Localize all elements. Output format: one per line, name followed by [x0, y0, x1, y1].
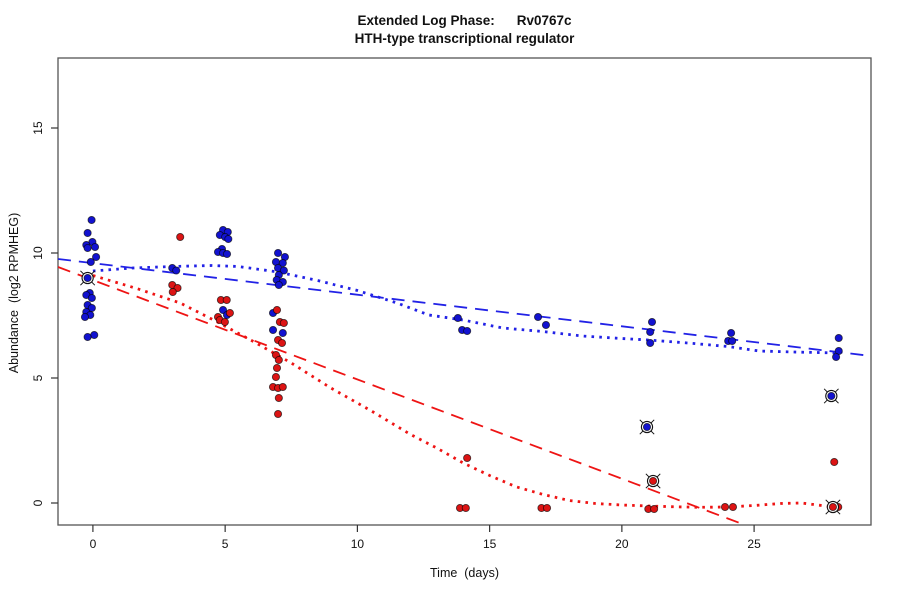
red-point: [461, 503, 470, 513]
red-point: [220, 317, 229, 327]
blue-circled-outlier: [642, 422, 652, 432]
plot-title: Extended Log Phase: Rv0767c HTH-type tran…: [58, 12, 871, 48]
blue-point: [646, 327, 655, 337]
x-tick-label: 0: [90, 537, 97, 551]
x-tick-label: 15: [483, 537, 497, 551]
blue-point: [172, 266, 181, 275]
red-point: [277, 338, 287, 348]
blue-circled-outlier: [827, 391, 836, 401]
red-dashed-linear-fit: [58, 266, 746, 525]
gene-name: Rv0767c: [516, 13, 572, 28]
y-tick-label: 5: [31, 374, 45, 381]
red-point: [168, 287, 177, 297]
title-text: Extended Log Phase:: [357, 13, 495, 28]
blue-circled-outlier: [83, 273, 92, 283]
blue-point: [92, 252, 101, 262]
red-point: [274, 355, 283, 365]
blue-point: [90, 330, 99, 340]
x-tick-label: 5: [222, 537, 229, 551]
plot-content: [58, 215, 871, 525]
blue-point: [87, 215, 96, 225]
blue-point: [533, 312, 543, 322]
blue-point: [273, 248, 283, 258]
blue-point: [86, 257, 95, 267]
blue-point: [463, 326, 472, 336]
x-tick-label: 25: [747, 537, 761, 551]
red-point: [542, 503, 552, 513]
blue-point: [453, 313, 462, 323]
x-axis-label: Time (days): [430, 566, 499, 580]
y-tick-label: 0: [31, 499, 45, 506]
blue-point: [274, 280, 283, 290]
blue-point: [83, 243, 92, 253]
plot-box: [57, 57, 872, 526]
blue-point: [834, 333, 843, 343]
red-point: [272, 305, 282, 315]
red-point: [830, 457, 839, 467]
red-circled-outlier: [828, 502, 837, 512]
blue-point: [727, 328, 736, 338]
red-dotted-smooth-fit: [92, 274, 834, 509]
plot-title-line2: HTH-type transcriptional regulator: [354, 31, 575, 46]
red-point: [650, 504, 659, 514]
red-point: [273, 409, 283, 419]
blue-point: [728, 336, 737, 346]
red-point: [720, 502, 730, 512]
blue-point: [278, 328, 287, 338]
y-tick-label: 15: [31, 121, 45, 135]
blue-point: [87, 293, 96, 303]
blue-point: [646, 338, 655, 348]
blue-dashed-linear-fit: [58, 258, 871, 357]
red-point: [222, 295, 231, 305]
blue-point: [90, 242, 100, 252]
red-point: [728, 502, 737, 512]
red-point: [176, 232, 185, 242]
red-point: [279, 318, 288, 328]
blue-point: [83, 228, 92, 238]
blue-point: [647, 317, 657, 327]
red-circled-outlier: [649, 476, 658, 486]
blue-point: [541, 320, 551, 330]
blue-point: [83, 332, 92, 342]
y-tick-label: 10: [31, 246, 45, 260]
x-tick-label: 10: [351, 537, 365, 551]
red-point: [225, 308, 234, 318]
red-point: [271, 372, 280, 382]
red-point: [463, 453, 472, 463]
blue-point: [832, 352, 841, 362]
blue-point: [268, 325, 278, 335]
red-point: [274, 393, 283, 403]
blue-point: [80, 312, 90, 322]
blue-point: [279, 266, 288, 275]
red-point: [278, 382, 287, 392]
blue-point: [224, 234, 233, 244]
blue-point: [222, 249, 232, 259]
x-tick-label: 20: [615, 537, 629, 551]
y-axis-label: Abundance (log2 RPMHEG): [7, 212, 21, 374]
plot-title-line1: Extended Log Phase: Rv0767c: [58, 12, 871, 30]
red-point: [272, 363, 282, 373]
